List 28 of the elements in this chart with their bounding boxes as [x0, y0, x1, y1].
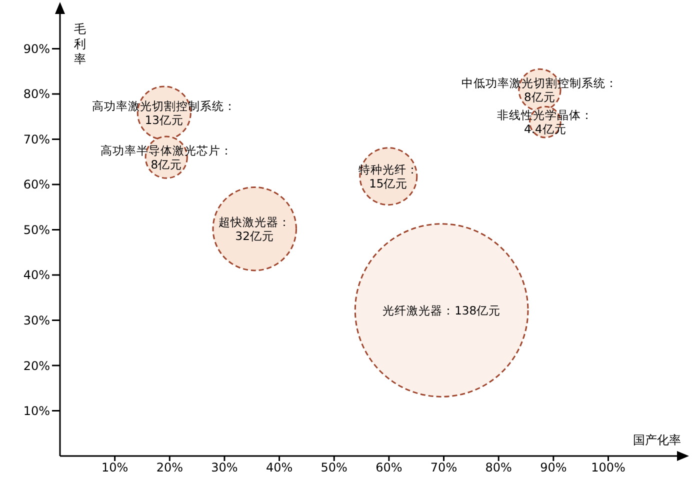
data-label: 光纤激光器：138亿元 [382, 303, 501, 318]
y-tick-label: 30% [23, 314, 50, 328]
x-tick-label: 60% [376, 460, 402, 475]
x-tick-label: 90% [540, 460, 567, 475]
y-tick-label: 90% [23, 42, 50, 56]
x-tick-label: 50% [320, 460, 348, 475]
x-tick-label: 70% [430, 460, 458, 475]
x-tick-label: 80% [485, 460, 512, 475]
y-tick-label: 80% [23, 87, 50, 102]
y-tick-label: 70% [23, 132, 50, 146]
data-label: 中低功率激光切割控制系统： 8亿元 [462, 76, 618, 104]
x-tick-label: 10% [101, 460, 128, 475]
y-tick-label: 20% [23, 358, 50, 373]
data-label: 超快激光器： 32亿元 [218, 214, 291, 243]
y-axis-title: 毛利率 [74, 22, 86, 67]
y-tick-label: 50% [23, 222, 50, 237]
x-tick-label: 100% [591, 460, 626, 475]
data-label: 高功率激光切割控制系统： 13亿元 [92, 98, 236, 127]
data-label: 高功率半导体激光芯片： 8亿元 [100, 143, 232, 172]
data-label: 特种光纤： 15亿元 [358, 162, 418, 190]
x-tick-label: 30% [211, 460, 238, 475]
data-label: 非线性光学晶体： 4.4亿元 [497, 108, 594, 136]
y-tick-label: 60% [23, 178, 50, 192]
x-tick-label: 20% [156, 460, 183, 475]
y-tick-label: 10% [23, 404, 50, 418]
x-axis-title: 国产化率 [633, 432, 681, 449]
y-tick-label: 40% [23, 268, 50, 282]
x-tick-label: 40% [266, 460, 293, 475]
